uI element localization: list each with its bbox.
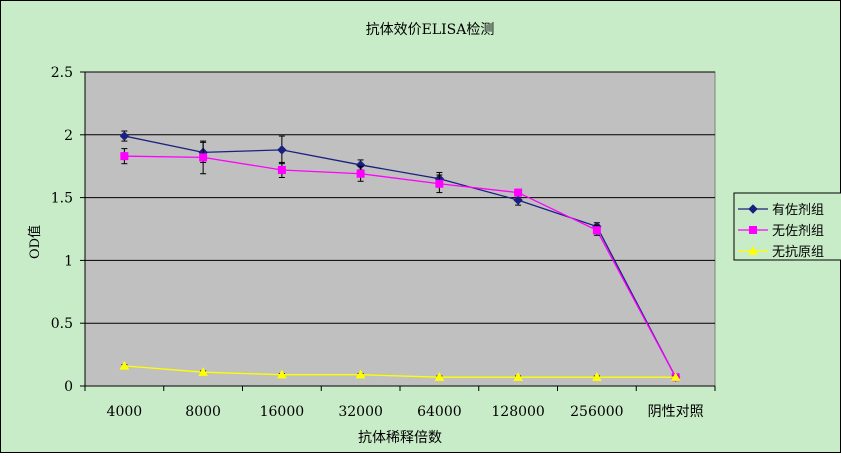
data-point bbox=[435, 179, 444, 188]
chart-title: 抗体效价ELISA检测 bbox=[366, 22, 495, 38]
data-point bbox=[592, 226, 601, 235]
data-point bbox=[355, 369, 366, 379]
data-point bbox=[119, 360, 130, 370]
data-point bbox=[356, 169, 365, 178]
data-point bbox=[119, 131, 130, 141]
data-point bbox=[514, 188, 523, 197]
data-point bbox=[120, 152, 129, 161]
data-point bbox=[434, 372, 445, 381]
series-line bbox=[124, 365, 676, 378]
x-tick-label: 32000 bbox=[338, 404, 383, 420]
legend-marker bbox=[748, 204, 758, 214]
series-group bbox=[119, 360, 681, 381]
x-tick-label: 阴性对照 bbox=[648, 404, 704, 420]
x-tick-label: 16000 bbox=[260, 404, 305, 420]
series bbox=[119, 130, 681, 382]
data-point bbox=[198, 367, 208, 376]
axes: 0 0.5 1 1.5 2 2.5 4000 8000 16000 32000 64000 12800… bbox=[51, 65, 716, 420]
x-tick-label: 128000 bbox=[491, 404, 544, 420]
series-line bbox=[124, 155, 677, 378]
series-group bbox=[120, 140, 680, 382]
x-tick-label: 4000 bbox=[107, 404, 143, 420]
y-tick-label: 0 bbox=[64, 379, 73, 395]
legend-label: 无抗原组 bbox=[772, 245, 824, 260]
data-point bbox=[513, 372, 523, 381]
y-tick-label: 1.5 bbox=[51, 191, 73, 207]
data-point bbox=[592, 372, 602, 381]
gridlines bbox=[85, 71, 715, 324]
data-point bbox=[277, 165, 286, 174]
data-point bbox=[277, 369, 287, 379]
x-axis-label: 抗体稀释倍数 bbox=[358, 430, 442, 446]
data-point bbox=[513, 195, 523, 205]
y-tick-label: 0.5 bbox=[51, 316, 73, 332]
legend-label: 无佐剂组 bbox=[772, 224, 824, 239]
legend-marker bbox=[749, 226, 757, 234]
y-tick-label: 1 bbox=[64, 253, 73, 269]
legend-label: 有佐剂组 bbox=[772, 203, 824, 218]
y-tick-label: 2.5 bbox=[51, 65, 73, 81]
x-tick-label: 8000 bbox=[185, 404, 221, 420]
data-point bbox=[199, 153, 208, 162]
data-point bbox=[277, 145, 287, 155]
x-tick-label: 256000 bbox=[570, 404, 623, 420]
y-tick-label: 2 bbox=[64, 128, 73, 144]
legend-marker bbox=[748, 245, 758, 255]
data-point bbox=[670, 372, 681, 381]
y-axis-label: OD值 bbox=[27, 225, 43, 259]
series-line bbox=[124, 135, 677, 378]
x-tick-label: 64000 bbox=[417, 404, 462, 420]
plot-area bbox=[84, 71, 716, 387]
